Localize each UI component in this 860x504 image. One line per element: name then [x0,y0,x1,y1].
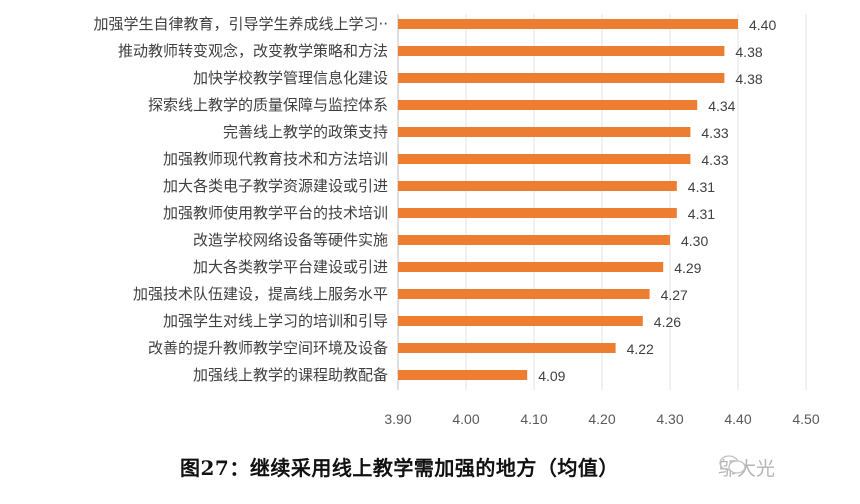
wechat-icon [719,455,746,474]
category-label: 推动教师转变观念，改变教学策略和方法 [118,42,388,60]
bar [398,154,691,164]
category-label: 改造学校网络设备等硬件实施 [193,231,388,249]
data-label: 4.31 [688,206,715,222]
category-label: 加强学生对线上学习的培训和引导 [163,312,388,330]
category-label: 加快学校教学管理信息化建设 [193,69,388,87]
category-label: 加强教师使用教学平台的技术培训 [163,204,388,222]
data-label: 4.31 [688,179,715,195]
bar [398,100,698,110]
data-label: 4.33 [701,125,728,141]
bar [398,46,725,56]
data-label: 4.09 [538,368,565,384]
category-label: 加强线上教学的课程助教配备 [193,366,388,384]
bar [398,262,664,272]
bar [398,316,643,326]
category-label: 加大各类教学平台建设或引进 [193,258,388,276]
category-label: 探索线上教学的质量保障与监控体系 [148,96,388,114]
bar [398,73,725,83]
data-label: 4.26 [654,314,681,330]
bar [398,343,616,353]
chart-title: 图27：继续采用线上教学需加强的地方（均值） [180,456,619,480]
bar [398,289,650,299]
data-label: 4.33 [701,152,728,168]
data-label: 4.38 [735,71,762,87]
bar [398,208,677,218]
data-label: 4.30 [681,233,708,249]
bar [398,127,691,137]
bar [398,19,738,29]
category-label: 加强技术队伍建设，提高线上服务水平 [133,285,388,303]
x-tick-label: 4.40 [724,411,751,427]
data-label: 4.29 [674,260,701,276]
x-tick-label: 4.10 [520,411,547,427]
x-tick-label: 4.30 [656,411,683,427]
category-label: 加大各类电子教学资源建设或引进 [163,177,388,195]
data-label: 4.22 [627,341,654,357]
data-label: 4.40 [749,17,776,33]
data-label: 4.34 [708,98,735,114]
bar [398,181,677,191]
bar [398,235,670,245]
x-tick-label: 4.00 [452,411,479,427]
data-label: 4.38 [735,44,762,60]
category-label: 完善线上教学的政策支持 [223,123,388,141]
category-label: 加强教师现代教育技术和方法培训 [163,150,388,168]
bar [398,370,528,380]
data-label: 4.27 [661,287,688,303]
x-tick-label: 4.20 [588,411,615,427]
x-tick-label: 4.50 [792,411,819,427]
category-label: 改善的提升教师教学空间环境及设备 [148,339,388,357]
category-label: 加强学生自律教育，引导学生养成线上学习·· [93,15,388,33]
watermark: 邬大光 [718,454,775,481]
x-tick-label: 3.90 [384,411,411,427]
